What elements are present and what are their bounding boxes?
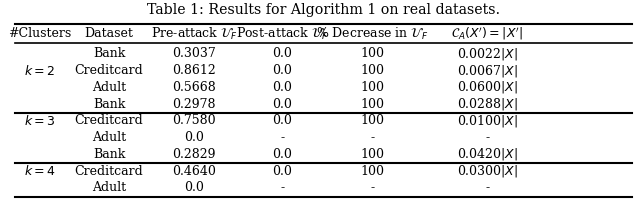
Text: 0.0: 0.0 <box>273 81 292 94</box>
Text: Post-attack $\mathcal{U}_F$: Post-attack $\mathcal{U}_F$ <box>236 26 329 42</box>
Text: 0.0100$|X|$: 0.0100$|X|$ <box>457 113 518 129</box>
Text: 0.0: 0.0 <box>273 47 292 60</box>
Text: 0.2829: 0.2829 <box>172 148 216 161</box>
Text: 0.0067$|X|$: 0.0067$|X|$ <box>457 63 518 79</box>
Text: Creditcard: Creditcard <box>75 64 143 77</box>
Text: Creditcard: Creditcard <box>75 114 143 127</box>
Text: 0.0420$|X|$: 0.0420$|X|$ <box>457 146 518 162</box>
Text: Adult: Adult <box>92 131 126 144</box>
Text: 100: 100 <box>360 81 385 94</box>
Text: 0.0: 0.0 <box>273 64 292 77</box>
Text: 0.2978: 0.2978 <box>172 98 216 110</box>
Text: Adult: Adult <box>92 181 126 194</box>
Text: 0.0: 0.0 <box>273 98 292 110</box>
Text: 0.5668: 0.5668 <box>172 81 216 94</box>
Text: Pre-attack $\mathcal{U}_F$: Pre-attack $\mathcal{U}_F$ <box>150 26 237 42</box>
Text: 0.0600$|X|$: 0.0600$|X|$ <box>457 79 518 95</box>
Text: Bank: Bank <box>93 148 125 161</box>
Text: % Decrease in $\mathcal{U}_F$: % Decrease in $\mathcal{U}_F$ <box>316 26 429 42</box>
Text: 0.0300$|X|$: 0.0300$|X|$ <box>457 163 518 179</box>
Text: 100: 100 <box>360 148 385 161</box>
Text: 0.8612: 0.8612 <box>172 64 216 77</box>
Text: $k = 3$: $k = 3$ <box>24 114 56 128</box>
Text: 0.0022$|X|$: 0.0022$|X|$ <box>457 46 518 62</box>
Text: -: - <box>280 131 285 144</box>
Text: 0.0288$|X|$: 0.0288$|X|$ <box>457 96 518 112</box>
Text: Table 1: Results for Algorithm 1 on real datasets.: Table 1: Results for Algorithm 1 on real… <box>147 3 500 17</box>
Text: -: - <box>280 181 285 194</box>
Text: -: - <box>371 181 374 194</box>
Text: 0.0: 0.0 <box>273 148 292 161</box>
Text: Dataset: Dataset <box>84 27 134 41</box>
Text: 100: 100 <box>360 64 385 77</box>
Text: -: - <box>485 181 490 194</box>
Text: 100: 100 <box>360 165 385 178</box>
Text: Bank: Bank <box>93 47 125 60</box>
Text: 0.4640: 0.4640 <box>172 165 216 178</box>
Text: 0.0: 0.0 <box>273 114 292 127</box>
Text: 100: 100 <box>360 114 385 127</box>
Text: -: - <box>371 131 374 144</box>
Text: 100: 100 <box>360 47 385 60</box>
Text: 0.0: 0.0 <box>273 165 292 178</box>
Text: $\mathcal{C}_A(X^\prime) = |X^\prime|$: $\mathcal{C}_A(X^\prime) = |X^\prime|$ <box>451 26 524 42</box>
Text: $k = 4$: $k = 4$ <box>24 164 56 178</box>
Text: Creditcard: Creditcard <box>75 165 143 178</box>
Text: 0.0: 0.0 <box>184 181 204 194</box>
Text: Bank: Bank <box>93 98 125 110</box>
Text: 0.3037: 0.3037 <box>172 47 216 60</box>
Text: #Clusters: #Clusters <box>8 27 71 41</box>
Text: -: - <box>485 131 490 144</box>
Text: $k = 2$: $k = 2$ <box>24 63 55 78</box>
Text: 0.7580: 0.7580 <box>172 114 216 127</box>
Text: Adult: Adult <box>92 81 126 94</box>
Text: 100: 100 <box>360 98 385 110</box>
Text: 0.0: 0.0 <box>184 131 204 144</box>
